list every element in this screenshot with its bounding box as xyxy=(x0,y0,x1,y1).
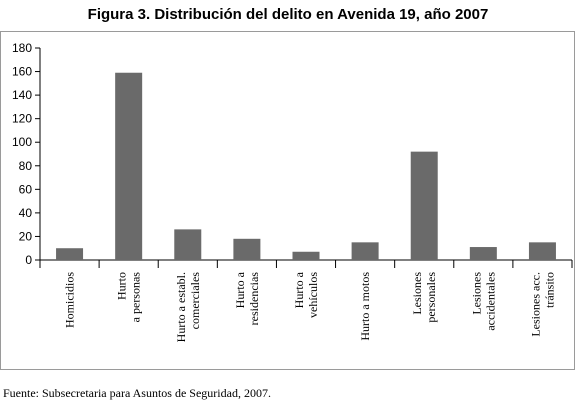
x-category-label: a personas xyxy=(129,272,143,323)
bar xyxy=(292,251,320,260)
x-category-label: Hurto a establ. xyxy=(174,272,188,342)
bar xyxy=(115,72,143,260)
y-tick-label: 180 xyxy=(12,41,32,55)
bar xyxy=(233,238,261,260)
y-tick-label: 0 xyxy=(25,253,32,267)
x-category-label: residencias xyxy=(247,272,261,326)
x-category-label: Homicidios xyxy=(63,272,77,328)
x-category-label: accidentales xyxy=(483,272,497,331)
bar xyxy=(528,242,556,260)
x-category-label: tránsito xyxy=(542,272,556,308)
x-category-label: Lesiones xyxy=(410,272,424,315)
x-category-label: Hurto a motos xyxy=(358,272,372,341)
x-category-label: comerciales xyxy=(188,272,202,330)
y-tick-label: 20 xyxy=(19,229,33,243)
bar xyxy=(174,229,202,260)
y-tick-label: 140 xyxy=(12,88,32,102)
x-axis xyxy=(39,259,573,268)
bar xyxy=(469,247,497,260)
y-tick-label: 120 xyxy=(12,112,32,126)
y-tick-label: 60 xyxy=(19,182,33,196)
x-category-label: Lesiones xyxy=(469,272,483,315)
source-note: Fuente: Subsecretaria para Asuntos de Se… xyxy=(3,386,271,400)
bars xyxy=(56,72,556,260)
y-tick-label: 160 xyxy=(12,65,32,79)
bar xyxy=(410,151,438,260)
bar xyxy=(351,242,379,260)
x-axis-labels: Homicidios Hurto a personas Hurto a establ.… xyxy=(63,271,557,342)
chart-title: Figura 3. Distribución del delito en Ave… xyxy=(87,6,489,23)
x-category-label: Lesiones acc. xyxy=(528,272,542,337)
x-category-label: Hurto a xyxy=(233,271,247,308)
chart-frame xyxy=(0,31,575,370)
x-category-label: vehículos xyxy=(306,272,320,318)
y-tick-label: 40 xyxy=(19,206,33,220)
y-axis: 0 20 40 60 80 100 120 140 160 180 xyxy=(12,41,41,267)
y-tick-label: 80 xyxy=(19,159,33,173)
bar xyxy=(56,248,84,260)
y-tick-label: 100 xyxy=(12,135,32,149)
x-category-label: personales xyxy=(424,272,438,323)
x-category-label: Hurto xyxy=(115,272,129,300)
x-category-label: Hurto a xyxy=(292,271,306,308)
